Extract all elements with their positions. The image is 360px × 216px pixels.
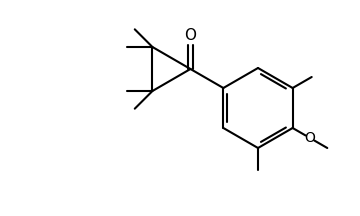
Text: O: O [305, 131, 315, 145]
Text: O: O [184, 29, 197, 43]
